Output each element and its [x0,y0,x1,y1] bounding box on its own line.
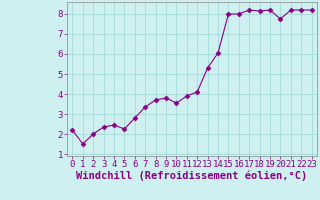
X-axis label: Windchill (Refroidissement éolien,°C): Windchill (Refroidissement éolien,°C) [76,171,308,181]
